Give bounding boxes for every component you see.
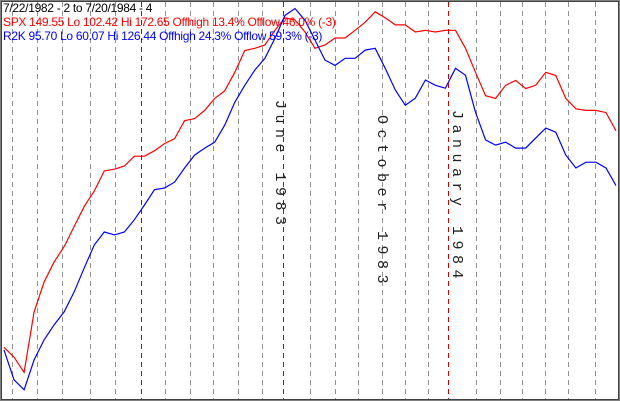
legend-entry: SPX 149.55 Lo 102.42 Hi 172.65 Offhigh 1…	[3, 15, 336, 29]
legend-stats: 95.70 Lo 60.07 Hi 126.44 Offhigh 24.3% O…	[29, 29, 323, 43]
series-line	[3, 11, 617, 375]
legend-stats: 149.55 Lo 102.42 Hi 172.65 Offhigh 13.4%…	[29, 15, 336, 29]
date-dividers	[12, 2, 596, 399]
annotation: January 1984	[448, 110, 465, 284]
chart-title: 7/22/1982 - 2 to 7/20/1984 - 4	[3, 1, 153, 15]
annotation: June 1983	[271, 100, 288, 231]
legend-label: R2K	[3, 29, 26, 43]
plot	[3, 7, 617, 391]
annotation: October 1983	[373, 115, 390, 289]
legend-label: SPX	[3, 15, 26, 29]
legend-entry: R2K 95.70 Lo 60.07 Hi 126.44 Offhigh 24.…	[3, 29, 322, 43]
series-line	[3, 7, 617, 391]
